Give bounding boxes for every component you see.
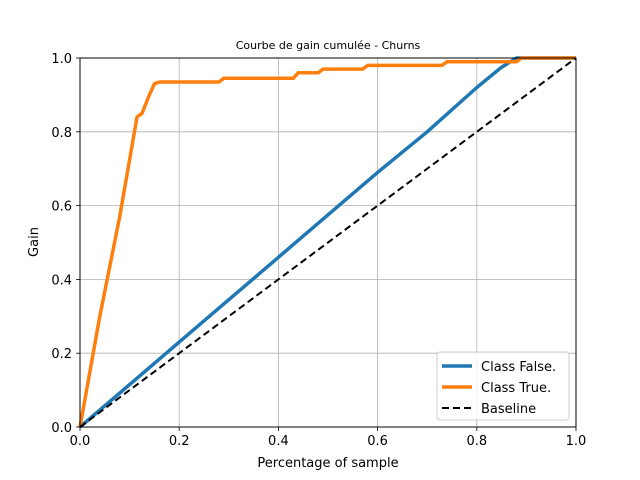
series-line-class-false <box>78 56 576 429</box>
series-line-class-true <box>78 56 576 428</box>
x-tick-label: 0.4 <box>268 434 289 449</box>
x-tick-label: 1.0 <box>566 434 587 449</box>
y-tick-label: 0.2 <box>51 347 72 362</box>
legend-box <box>436 351 570 421</box>
x-axis-label: Percentage of sample <box>257 456 398 471</box>
x-tick-label: 0.0 <box>70 434 91 449</box>
series-line-baseline <box>79 57 577 428</box>
series-layer <box>78 56 577 429</box>
plot-frame <box>79 57 577 428</box>
x-tick-label: 0.8 <box>466 434 487 449</box>
legend-label: Class True. <box>481 381 551 396</box>
y-tick-label: 1.0 <box>51 52 72 67</box>
legend-label: Baseline <box>481 402 536 417</box>
y-tick-label: 0.0 <box>51 421 72 436</box>
y-tick-label: 0.8 <box>51 126 72 141</box>
x-tick-label: 0.6 <box>367 434 388 449</box>
y-axis-label: Gain <box>27 227 42 257</box>
ticks: 0.0 0.2 0.4 0.6 0.8 1.0 0.0 0.2 0.4 0.6 0.8 1.0 <box>51 52 586 449</box>
y-tick-label: 0.6 <box>51 200 72 215</box>
legend-label: Class False. <box>481 360 556 375</box>
x-tick-label: 0.2 <box>169 434 190 449</box>
y-tick-label: 0.4 <box>51 273 72 288</box>
chart-title: Courbe de gain cumulée - Churns <box>236 39 421 52</box>
legend: Class False. Class True. Baseline <box>436 351 570 421</box>
